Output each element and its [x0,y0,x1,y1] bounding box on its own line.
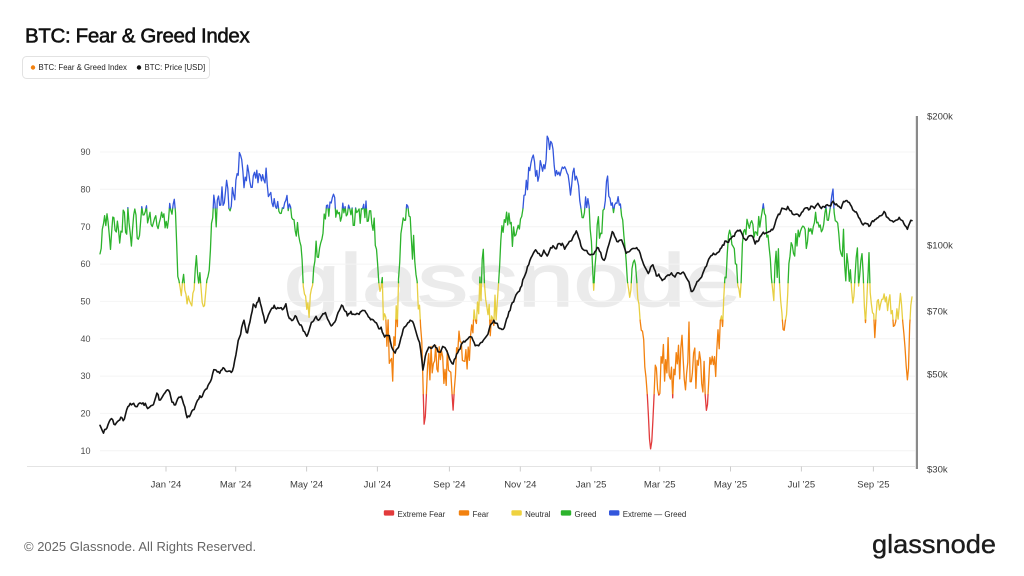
svg-text:BTC: Fear & Greed Index: BTC: Fear & Greed Index [25,25,250,48]
svg-text:© 2025 Glassnode. All Rights R: © 2025 Glassnode. All Rights Reserved. [24,539,256,554]
svg-text:BTC: Price [USD]: BTC: Price [USD] [145,63,206,72]
svg-text:May ’25: May ’25 [714,480,747,491]
svg-text:Jul ’25: Jul ’25 [788,480,815,491]
svg-text:Extreme Fear: Extreme Fear [398,510,446,519]
svg-text:Sep ’24: Sep ’24 [433,480,465,491]
svg-text:70: 70 [80,222,90,232]
svg-text:Extreme — Greed: Extreme — Greed [623,510,687,519]
svg-text:May ’24: May ’24 [290,480,323,491]
svg-text:80: 80 [80,184,90,194]
svg-text:20: 20 [80,409,90,419]
svg-text:$50k: $50k [927,369,948,380]
svg-text:40: 40 [80,334,90,344]
svg-text:Mar ’25: Mar ’25 [644,480,676,491]
svg-text:$100k: $100k [927,240,953,251]
svg-text:60: 60 [80,259,90,269]
svg-text:Nov ’24: Nov ’24 [504,480,536,491]
svg-text:glassnode: glassnode [284,239,741,322]
svg-text:30: 30 [80,371,90,381]
svg-text:10: 10 [80,446,90,456]
svg-text:glassnode: glassnode [872,529,996,559]
svg-text:BTC: Fear & Greed Index: BTC: Fear & Greed Index [39,63,128,72]
svg-text:Jan ’24: Jan ’24 [151,480,182,491]
svg-text:Jul ’24: Jul ’24 [364,480,391,491]
svg-text:Fear: Fear [473,510,490,519]
svg-text:50: 50 [80,297,90,307]
svg-text:Greed: Greed [575,510,597,519]
svg-text:90: 90 [80,147,90,157]
svg-text:$70k: $70k [927,307,948,318]
svg-text:Neutral: Neutral [525,510,551,519]
svg-text:Sep ’25: Sep ’25 [857,480,889,491]
svg-text:$200k: $200k [927,111,953,122]
svg-text:Mar ’24: Mar ’24 [220,480,252,491]
svg-text:$30k: $30k [927,464,948,475]
svg-text:Jan ’25: Jan ’25 [576,480,607,491]
